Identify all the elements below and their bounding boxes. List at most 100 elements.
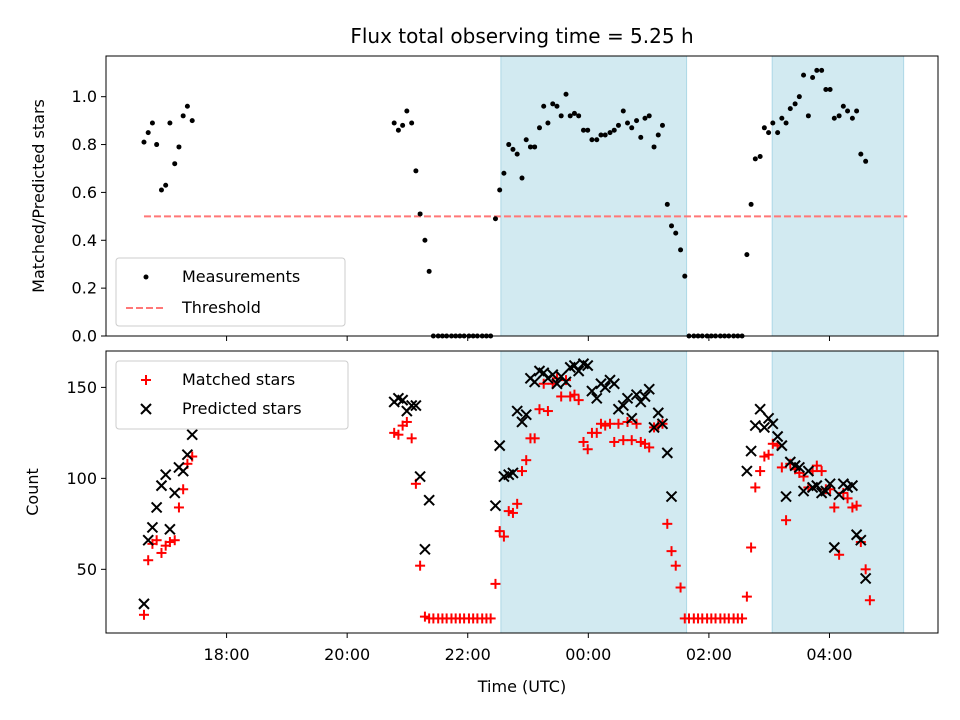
matched-point bbox=[415, 560, 426, 571]
measurement-point bbox=[404, 108, 410, 114]
predicted-point bbox=[146, 521, 159, 534]
measurement-point bbox=[184, 103, 190, 109]
measurement-point bbox=[845, 108, 851, 114]
predicted-point bbox=[414, 470, 426, 483]
matched-point bbox=[578, 436, 589, 447]
measurement-points bbox=[141, 67, 869, 339]
measurement-point bbox=[523, 137, 529, 143]
predicted-star-points bbox=[138, 358, 872, 610]
matched-point bbox=[755, 466, 766, 477]
matched-point bbox=[644, 442, 655, 453]
matched-point bbox=[750, 482, 761, 493]
predicted-point bbox=[551, 378, 563, 390]
measurement-point bbox=[787, 106, 793, 112]
measurement-point bbox=[417, 211, 423, 217]
measurement-point bbox=[409, 120, 415, 126]
matched-point bbox=[151, 535, 162, 546]
shaded-interval bbox=[771, 55, 905, 337]
measurement-point bbox=[783, 120, 789, 126]
bottom-legend-box bbox=[115, 360, 349, 430]
predicted-point bbox=[138, 598, 150, 610]
predicted-point bbox=[797, 485, 810, 497]
bottom-x-ticks: 18:00 20:00 22:00 00:00 02:00 04:00 bbox=[204, 633, 853, 664]
x-tick-label: 20:00 bbox=[324, 645, 370, 664]
chart-title: Flux total observing time = 5.25 h bbox=[350, 24, 693, 48]
predicted-point bbox=[771, 430, 784, 443]
predicted-point bbox=[181, 448, 194, 461]
predicted-point bbox=[824, 478, 836, 490]
predicted-point bbox=[396, 394, 409, 406]
top-shaded-intervals bbox=[500, 55, 905, 337]
measurement-point bbox=[510, 146, 516, 152]
y-tick-label: 0.6 bbox=[72, 183, 97, 202]
predicted-point bbox=[177, 465, 189, 477]
predicted-point bbox=[648, 421, 660, 434]
x-axis-label: Time (UTC) bbox=[477, 677, 566, 696]
matched-point bbox=[573, 395, 584, 406]
x-tick-label: 02:00 bbox=[686, 645, 732, 664]
predicted-point bbox=[767, 418, 779, 430]
measurement-point bbox=[149, 120, 155, 126]
measurement-point bbox=[541, 103, 547, 109]
measurement-point bbox=[567, 113, 573, 119]
bottom-shaded-intervals bbox=[500, 350, 905, 634]
measurement-point bbox=[863, 158, 869, 164]
matched-point bbox=[529, 433, 540, 444]
measurement-point bbox=[840, 103, 846, 109]
matched-point bbox=[741, 591, 752, 602]
matched-point bbox=[490, 578, 501, 589]
predicted-point bbox=[489, 499, 502, 512]
measurement-point bbox=[819, 67, 825, 73]
measurement-point bbox=[744, 252, 750, 258]
predicted-point bbox=[169, 487, 181, 499]
measurement-point bbox=[158, 187, 164, 193]
predicted-point bbox=[419, 543, 431, 556]
matched-point bbox=[485, 613, 496, 624]
matched-point bbox=[600, 420, 611, 431]
top-legend-box bbox=[115, 257, 346, 327]
measurement-point bbox=[602, 132, 608, 138]
predicted-point bbox=[164, 523, 176, 536]
measurement-point bbox=[545, 120, 551, 126]
matched-point bbox=[666, 546, 677, 557]
top-legend: Measurements Threshold bbox=[115, 257, 346, 327]
matched-point bbox=[393, 429, 404, 440]
matched-point bbox=[631, 418, 642, 429]
matched-point bbox=[521, 455, 532, 466]
matched-point bbox=[864, 595, 875, 606]
matched-point bbox=[498, 531, 509, 542]
measurement-point bbox=[766, 130, 772, 136]
predicted-point bbox=[780, 490, 792, 503]
measurement-point bbox=[585, 127, 591, 133]
measurement-point bbox=[634, 118, 640, 124]
measurement-point bbox=[176, 144, 182, 150]
predicted-point bbox=[661, 447, 674, 459]
measurement-point bbox=[422, 237, 428, 243]
predicted-point bbox=[142, 534, 154, 546]
measurement-point bbox=[550, 101, 556, 107]
predicted-point bbox=[572, 365, 585, 377]
top-x-ticks bbox=[226, 336, 830, 341]
top-y-axis-label: Matched/Predicted stars bbox=[29, 99, 48, 293]
predicted-point bbox=[828, 541, 841, 554]
predicted-point bbox=[493, 439, 506, 452]
y-tick-label: 150 bbox=[66, 378, 97, 397]
matched-point bbox=[851, 500, 862, 511]
measurement-point bbox=[391, 120, 397, 126]
measurement-point bbox=[145, 130, 151, 136]
matched-point bbox=[143, 555, 154, 566]
matched-point bbox=[860, 564, 871, 575]
predicted-point bbox=[186, 428, 198, 441]
legend-threshold-label: Threshold bbox=[181, 298, 261, 317]
measurement-point bbox=[655, 132, 661, 138]
y-tick-label: 0.2 bbox=[72, 279, 97, 298]
measurement-point bbox=[827, 87, 833, 93]
predicted-point bbox=[599, 381, 611, 394]
matched-point bbox=[507, 507, 518, 518]
measurement-point bbox=[669, 223, 675, 229]
bottom-y-ticks: 50 100 150 bbox=[66, 378, 106, 579]
bottom-plot-frame bbox=[105, 350, 939, 634]
measurement-point bbox=[858, 151, 864, 157]
predicted-point bbox=[617, 399, 629, 412]
matched-point bbox=[781, 515, 792, 526]
